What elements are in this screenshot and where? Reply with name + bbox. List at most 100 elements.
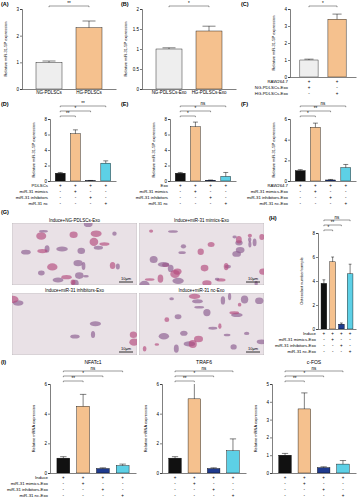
y-axis-title: Relative miR-31-5P expression xyxy=(271,15,276,70)
condition-mark: - xyxy=(90,201,92,206)
y-tick-mark xyxy=(288,9,290,10)
condition-label: miR-31 nc-Exo xyxy=(260,201,289,206)
condition-mark: - xyxy=(63,493,65,498)
image-background xyxy=(12,293,137,355)
image-label: Induce+miR-31 inhibitors-Exo xyxy=(45,288,105,293)
significance-label: ns xyxy=(335,215,341,220)
condition-mark: + xyxy=(336,79,339,84)
condition-mark: + xyxy=(299,183,302,188)
condition-mark: - xyxy=(75,195,77,200)
condition-mark: - xyxy=(122,481,124,486)
y-tick: 2 xyxy=(284,41,290,46)
bar xyxy=(77,406,90,473)
condition-mark: - xyxy=(345,195,347,200)
bar-panel: (C)Relative miR-31-5P expression01234*RA… xyxy=(241,1,357,96)
y-tick-mark xyxy=(20,89,22,90)
error-bar xyxy=(60,457,66,458)
y-tick: 2 xyxy=(136,7,142,12)
condition-mark: - xyxy=(299,189,301,194)
condition-mark: - xyxy=(90,189,92,194)
bar xyxy=(206,180,216,181)
y-tick: 6 xyxy=(284,117,290,122)
stained-cell xyxy=(91,230,102,237)
stained-cell xyxy=(56,246,67,251)
y-tick-label: 2 xyxy=(156,441,159,446)
condition-mark: - xyxy=(299,195,301,200)
y-tick-label: 2 xyxy=(164,163,167,168)
condition-mark: - xyxy=(330,189,332,194)
x-tick-label: HG-PDLSCs xyxy=(76,90,102,95)
y-tick-label: 2 xyxy=(44,441,47,446)
condition-mark: - xyxy=(323,337,325,342)
condition-mark: + xyxy=(342,475,345,480)
image-background xyxy=(12,223,137,285)
significance-label: ns xyxy=(91,366,97,371)
condition-mark: - xyxy=(195,201,197,206)
condition-mark: - xyxy=(323,343,325,348)
y-tick-mark xyxy=(48,119,50,120)
significance-label: ** xyxy=(71,376,75,381)
y-tick-mark xyxy=(316,257,318,258)
bar xyxy=(227,451,240,473)
error-bar xyxy=(43,61,56,62)
condition-mark: + xyxy=(74,189,77,194)
error-bar xyxy=(58,172,63,174)
bar xyxy=(116,466,129,473)
x-axis: NG-PDLSCs-ExoHG-PDLSCs-Exo xyxy=(143,89,237,95)
error-bar xyxy=(322,280,325,284)
stained-cell xyxy=(158,262,169,267)
condition-mark: - xyxy=(102,493,104,498)
condition-mark: + xyxy=(104,183,107,188)
bar xyxy=(321,283,327,329)
y-tick-label: 0 xyxy=(16,87,19,92)
stained-cell xyxy=(159,333,169,339)
panel-label: (B) xyxy=(121,1,129,7)
condition-mark: + xyxy=(340,331,343,336)
condition-mark: - xyxy=(323,493,325,498)
significance-label: * xyxy=(187,111,189,116)
scale-bar-label: 10μm xyxy=(248,276,259,281)
condition-mark: + xyxy=(82,481,85,486)
error-bar xyxy=(103,161,108,163)
error-bar xyxy=(340,461,346,465)
error-bar xyxy=(100,467,106,469)
y-axis: 0246 xyxy=(284,117,290,184)
condition-mark: + xyxy=(121,475,124,480)
condition-mark: - xyxy=(194,493,196,498)
condition-mark: - xyxy=(332,343,334,348)
condition-mark: - xyxy=(194,487,196,492)
y-tick-label: 4 xyxy=(266,400,269,405)
y-tick-label: 6 xyxy=(284,117,287,122)
condition-mark: - xyxy=(195,195,197,200)
y-tick: 4 xyxy=(156,412,162,417)
condition-mark: + xyxy=(344,183,347,188)
plot-marks xyxy=(295,123,350,181)
y-axis-title: Relative mRNA expression xyxy=(31,405,36,453)
error-bar xyxy=(80,394,86,406)
condition-mark: + xyxy=(102,475,105,480)
stained-cell xyxy=(224,334,231,336)
bar-panel: (B)Relative miR-31-5P expression00.511.5… xyxy=(121,1,237,95)
y-tick: 1.5 xyxy=(133,27,142,32)
y-axis-title: Relative miR-31-5P expression xyxy=(31,122,36,177)
stained-cell xyxy=(110,262,116,269)
condition-mark: + xyxy=(174,475,177,480)
y-tick-mark xyxy=(48,414,50,415)
condition-mark: - xyxy=(82,487,84,492)
bar-panel: (A)Relative miR-31-5P expression0123NG-P… xyxy=(1,1,117,95)
stained-cell xyxy=(112,232,116,236)
stained-cell xyxy=(236,247,245,253)
y-axis: 01234 xyxy=(284,7,290,80)
significance-label: ** xyxy=(331,220,335,225)
stained-cell xyxy=(248,234,252,238)
x-axis-line xyxy=(163,473,247,474)
condition-mark: - xyxy=(284,487,286,492)
stained-cell xyxy=(229,311,239,314)
condition-label: miR-31 inhibitors xyxy=(136,195,168,200)
stained-cell xyxy=(149,230,153,233)
plot-marks xyxy=(36,21,102,89)
y-tick-label: 1 xyxy=(266,453,269,458)
scale-bar xyxy=(119,352,133,353)
significance-label: ** xyxy=(66,111,70,116)
bar xyxy=(310,127,320,181)
